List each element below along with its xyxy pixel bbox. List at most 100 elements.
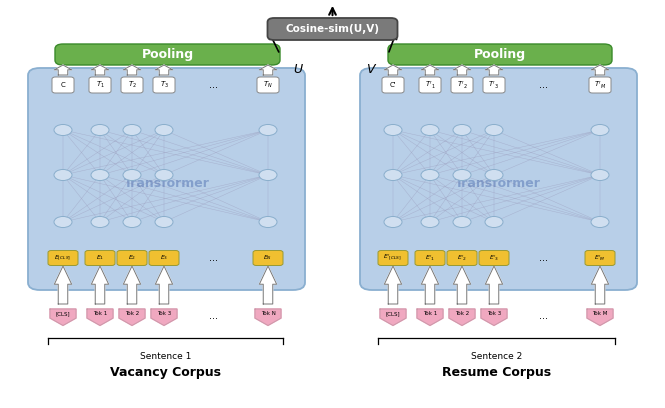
FancyBboxPatch shape [415,251,445,266]
Polygon shape [255,309,281,326]
Circle shape [591,217,609,228]
Circle shape [453,217,471,228]
FancyBboxPatch shape [89,77,111,93]
Circle shape [384,169,402,180]
FancyBboxPatch shape [28,68,305,290]
Text: $T_2$: $T_2$ [128,80,136,90]
Circle shape [485,169,503,180]
Text: Tok 2: Tok 2 [125,311,139,316]
Circle shape [384,124,402,135]
Text: ...: ... [209,253,217,263]
Polygon shape [55,266,72,304]
Text: Tok 1: Tok 1 [93,311,107,316]
Text: Transformer: Transformer [124,177,210,191]
Circle shape [259,169,277,180]
Polygon shape [91,266,108,304]
Circle shape [259,217,277,228]
Text: V: V [366,63,374,76]
Polygon shape [380,309,406,326]
Text: Tok N: Tok N [261,311,275,316]
Polygon shape [454,65,471,75]
Polygon shape [384,266,402,304]
Polygon shape [454,266,471,304]
FancyBboxPatch shape [447,251,477,266]
Polygon shape [119,309,145,326]
Text: ...: ... [539,311,547,321]
Polygon shape [449,309,475,326]
Text: Transformer: Transformer [455,177,541,191]
Text: $T'_2$: $T'_2$ [456,80,467,91]
FancyBboxPatch shape [451,77,473,93]
Text: Sentence 1: Sentence 1 [140,352,192,361]
Polygon shape [422,266,439,304]
FancyBboxPatch shape [388,44,612,65]
Circle shape [54,124,72,135]
Text: $E'_{[CLS]}$: $E'_{[CLS]}$ [384,253,402,263]
FancyBboxPatch shape [382,77,404,93]
Polygon shape [50,309,76,326]
Text: $T'_M$: $T'_M$ [594,80,606,91]
Text: Tok 3: Tok 3 [157,311,171,316]
Circle shape [421,124,439,135]
FancyBboxPatch shape [479,251,509,266]
Text: Tok 2: Tok 2 [455,311,469,316]
FancyBboxPatch shape [360,68,637,290]
Circle shape [91,124,109,135]
Circle shape [123,217,141,228]
Circle shape [123,169,141,180]
Polygon shape [591,65,608,75]
Text: $E'_1$: $E'_1$ [425,253,435,263]
Polygon shape [485,266,503,304]
Text: [CLS]: [CLS] [56,311,70,316]
Polygon shape [259,266,277,304]
Text: ...: ... [209,311,217,321]
Circle shape [453,169,471,180]
Text: $E'_2$: $E'_2$ [457,253,467,263]
FancyBboxPatch shape [483,77,505,93]
FancyBboxPatch shape [121,77,143,93]
Text: $T'_1$: $T'_1$ [424,80,436,91]
Text: [CLS]: [CLS] [386,311,400,316]
Polygon shape [259,65,277,75]
Circle shape [155,217,173,228]
FancyBboxPatch shape [589,77,611,93]
FancyBboxPatch shape [267,18,398,40]
Circle shape [421,169,439,180]
Circle shape [485,217,503,228]
FancyBboxPatch shape [55,44,280,65]
Polygon shape [156,266,173,304]
Circle shape [591,169,609,180]
Text: ...: ... [539,253,547,263]
FancyBboxPatch shape [257,77,279,93]
FancyBboxPatch shape [153,77,175,93]
Polygon shape [87,309,113,326]
Text: Resume Corpus: Resume Corpus [442,366,551,379]
Text: $E_N$: $E_N$ [263,253,273,262]
Text: Vacancy Corpus: Vacancy Corpus [110,366,221,379]
Text: $T_3$: $T_3$ [160,80,168,90]
Circle shape [123,124,141,135]
FancyBboxPatch shape [149,251,179,266]
Circle shape [384,217,402,228]
Polygon shape [417,309,443,326]
FancyBboxPatch shape [585,251,615,266]
Circle shape [485,124,503,135]
Text: $E'_3$: $E'_3$ [489,253,499,263]
Polygon shape [485,65,503,75]
Text: $T_N$: $T_N$ [263,80,273,90]
Text: Pooling: Pooling [142,48,194,61]
FancyBboxPatch shape [253,251,283,266]
Text: Sentence 2: Sentence 2 [471,352,522,361]
Text: $E_3$: $E_3$ [160,253,168,262]
Polygon shape [587,309,613,326]
FancyBboxPatch shape [419,77,441,93]
Polygon shape [123,266,140,304]
Text: $E_{[CLS]}$: $E_{[CLS]}$ [55,253,72,263]
Circle shape [591,124,609,135]
Circle shape [155,124,173,135]
Text: Pooling: Pooling [474,48,526,61]
FancyBboxPatch shape [48,251,78,266]
Text: $E_1$: $E_1$ [96,253,104,262]
Text: C: C [61,82,65,88]
Circle shape [54,169,72,180]
